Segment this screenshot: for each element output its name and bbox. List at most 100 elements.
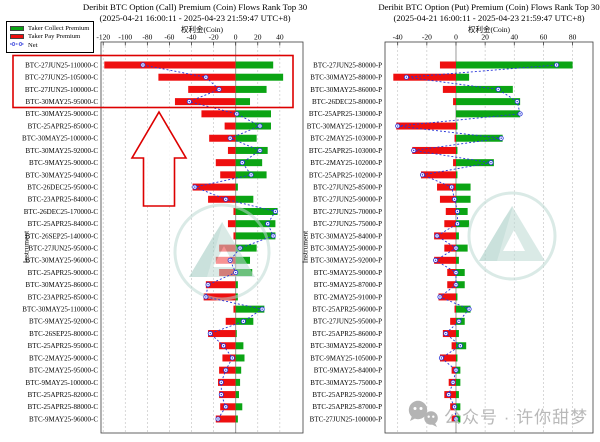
- tick-label: -20: [422, 33, 432, 42]
- instrument-label: BTC-25APR25-96000-P: [312, 306, 382, 314]
- net-marker-dot: [500, 137, 502, 139]
- put-yaxis-label: Instrument: [300, 230, 310, 264]
- net-marker-dot: [516, 100, 518, 103]
- net-marker-dot: [259, 125, 261, 127]
- bar-taker-collect: [455, 330, 459, 338]
- net-marker-dot: [266, 222, 269, 225]
- bar-taker-collect: [235, 354, 245, 362]
- legend-item-0: Taker Collect Premium: [10, 24, 89, 33]
- bar-taker-collect: [455, 354, 458, 362]
- bar-taker-collect: [235, 244, 257, 252]
- net-marker-dot: [272, 235, 274, 237]
- bar-taker-collect: [235, 73, 284, 81]
- bar-taker-collect: [455, 269, 465, 277]
- bar-taker-collect: [235, 98, 251, 106]
- legend-item-2: Net: [10, 41, 89, 50]
- net-marker-dot: [519, 113, 521, 115]
- bar-taker-collect: [235, 220, 276, 228]
- tick-label: -40: [393, 33, 403, 42]
- svg-text:e: e: [490, 231, 502, 260]
- instrument-label: BTC-27JUN25-95000-C: [28, 245, 98, 253]
- net-marker-dot: [205, 76, 207, 78]
- instrument-label: BTC-30MAY25-100000-C: [22, 135, 98, 143]
- bar-taker-collect: [235, 122, 271, 130]
- bar-taker-pay: [233, 232, 236, 240]
- bar-taker-pay: [209, 134, 236, 142]
- net-marker-dot: [413, 149, 415, 152]
- instrument-label: BTC-30MAY25-90000-C: [26, 110, 99, 118]
- net-marker-dot: [194, 186, 196, 188]
- instrument-label: BTC-2MAY25-102000-P: [310, 159, 382, 167]
- net-marker-dot: [209, 332, 211, 335]
- bar-taker-collect: [455, 183, 471, 191]
- bar-taker-collect: [455, 305, 471, 313]
- net-marker-dot: [440, 357, 443, 359]
- net-marker-dot: [459, 345, 462, 347]
- instrument-label: BTC-25APR25-130000-P: [309, 110, 382, 118]
- bar-taker-collect: [235, 366, 242, 374]
- instrument-label: BTC-30MAY25-82000-P: [310, 342, 382, 350]
- instrument-label: BTC-30MAY25-96000-C: [26, 257, 99, 265]
- bar-taker-collect: [455, 220, 470, 228]
- bar-taker-collect: [455, 232, 459, 240]
- bar-taker-collect: [455, 85, 513, 93]
- bar-taker-pay: [438, 293, 456, 301]
- bar-taker-collect: [455, 207, 468, 215]
- put-xaxis-label: 权利金(Coin): [467, 25, 511, 34]
- net-marker-dot: [455, 284, 457, 286]
- net-marker-dot: [207, 284, 209, 286]
- net-marker-dot: [236, 113, 238, 115]
- bar-taker-collect: [235, 195, 254, 203]
- bar-taker-pay: [434, 232, 456, 240]
- bar-taker-collect: [455, 244, 468, 252]
- put-chart-title: Deribit BTC Option (Put) Premium (Coin) …: [378, 2, 600, 12]
- bar-taker-collect: [455, 403, 461, 411]
- tick-label: -120: [96, 33, 110, 42]
- net-marker-dot: [259, 149, 261, 152]
- bar-taker-pay: [188, 85, 236, 93]
- net-marker-dot: [242, 320, 245, 323]
- bar-taker-pay: [208, 330, 236, 338]
- net-marker-dot: [490, 161, 492, 164]
- net-marker-dot: [217, 418, 219, 420]
- instrument-label: BTC-9MAY25-105000-P: [310, 354, 382, 362]
- net-marker-dot: [220, 393, 223, 396]
- instrument-label: BTC-27JUN25-70000-P: [313, 208, 382, 216]
- bar-taker-pay: [412, 146, 456, 154]
- bar-taker-pay: [454, 134, 456, 142]
- instrument-label: BTC-9MAY25-96000-C: [29, 415, 98, 423]
- net-marker-dot: [241, 161, 243, 164]
- bar-taker-pay: [439, 354, 456, 362]
- bar-taker-pay: [437, 183, 456, 191]
- net-marker-dot: [274, 210, 277, 213]
- net-marker-dot: [218, 88, 220, 91]
- net-marker-dot: [225, 369, 227, 371]
- bar-taker-collect: [455, 110, 521, 118]
- instrument-label: BTC-27JUN25-100000-C: [25, 86, 98, 94]
- bar-taker-collect: [455, 195, 471, 203]
- bar-taker-collect: [455, 73, 470, 81]
- instrument-label: BTC-25APR25-86000-P: [312, 330, 382, 338]
- net-marker-dot: [439, 296, 441, 298]
- instrument-label: BTC-25APR25-90000-C: [28, 269, 99, 277]
- net-marker-dot: [455, 271, 457, 274]
- instrument-label: BTC-25APR25-88000-C: [28, 403, 99, 411]
- net-marker-dot: [555, 64, 558, 66]
- net-marker-dot: [436, 235, 438, 237]
- instrument-label: BTC-26SEP25-80000-C: [29, 330, 98, 338]
- bar-taker-pay: [453, 159, 456, 167]
- instrument-label: BTC-30MAY25-94000-C: [26, 171, 99, 179]
- bar-taker-pay: [225, 317, 236, 325]
- bar-taker-pay: [192, 183, 236, 191]
- instrument-label: BTC-30MAY25-86000-C: [26, 281, 99, 289]
- bar-taker-collect: [235, 183, 238, 191]
- instrument-label: BTC-25APR25-92000-P: [312, 391, 382, 399]
- legend-swatch: [10, 25, 24, 31]
- instrument-label: BTC-30MAY25-84000-P: [310, 232, 382, 240]
- bar-taker-collect: [235, 146, 268, 154]
- instrument-label: BTC-26SEP25-140000-C: [26, 232, 99, 240]
- legend-net-line-sample: [10, 41, 24, 49]
- net-marker-dot: [455, 369, 457, 371]
- tick-label: -80: [142, 33, 152, 42]
- instrument-label: BTC-25APR25-84000-C: [28, 220, 99, 228]
